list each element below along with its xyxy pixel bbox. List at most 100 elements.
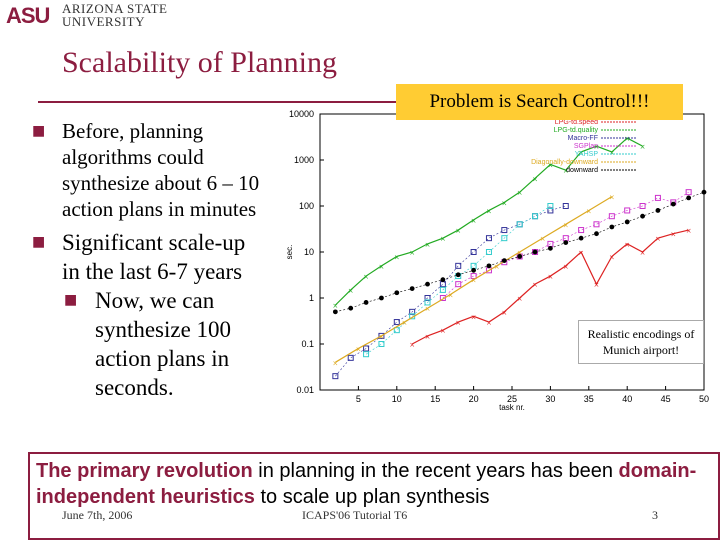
data-point: ×	[379, 263, 385, 271]
conclusion-text-2: to scale up plan synthesis	[254, 486, 490, 508]
data-point	[409, 308, 416, 315]
series-line-0	[411, 229, 689, 345]
data-point	[363, 300, 369, 305]
data-point	[609, 224, 615, 230]
callout-banner: Problem is Search Control!!!	[396, 84, 683, 120]
planner-runtime-chart: 0.01 0.1 1 10 100 1000 10000 5 10 15 20 25 30 35 40 45 5…	[268, 108, 710, 410]
data-point	[670, 201, 676, 207]
bullet-item: ■ Significant scale-up in the last 6-7 y…	[28, 228, 264, 286]
y-tick-label: 10000	[289, 109, 314, 119]
data-point	[424, 295, 431, 301]
asu-logo: ASU	[6, 3, 50, 28]
legend-label: Macro-FF	[568, 135, 598, 142]
data-point	[439, 286, 446, 293]
data-point	[394, 290, 400, 296]
data-point	[578, 235, 584, 241]
data-point: ×	[455, 319, 461, 327]
data-point	[532, 213, 539, 220]
data-point: ×	[532, 281, 538, 289]
data-point	[608, 213, 615, 220]
data-point	[532, 249, 538, 255]
sub-bullet-text: Now, we can synthesize 100 action plans …	[95, 288, 232, 400]
data-point: ×	[594, 281, 600, 289]
data-point	[548, 245, 553, 251]
data-point	[424, 299, 431, 306]
data-point: ×	[332, 302, 338, 310]
data-point	[640, 213, 645, 219]
data-point: ×	[409, 341, 415, 349]
data-point	[516, 221, 523, 228]
y-tick-label: 1000	[294, 155, 314, 165]
x-tick-label: 5	[356, 394, 361, 404]
title-underline	[38, 101, 398, 103]
data-point: ×	[609, 194, 615, 202]
footer-date: June 7th, 2006	[62, 508, 133, 522]
data-point	[655, 208, 661, 213]
data-point: ×	[517, 295, 523, 303]
data-point: ×	[355, 345, 361, 353]
x-tick-label: 35	[584, 394, 594, 404]
x-tick-label: 40	[622, 394, 632, 404]
series-line-2	[335, 205, 566, 377]
logo-bar: ASU Arizona State University	[0, 0, 720, 32]
data-point: ×	[517, 249, 523, 257]
data-point: ×	[494, 263, 500, 271]
series-line-3	[442, 191, 689, 299]
data-point	[685, 189, 692, 196]
conclusion-highlight-1: The primary revolution	[36, 460, 253, 482]
data-point	[379, 295, 384, 301]
data-point	[378, 332, 385, 339]
data-point	[470, 249, 477, 255]
square-bullet-icon: ■	[32, 234, 46, 250]
y-axis-label: sec.	[285, 245, 294, 260]
data-point: ×	[394, 253, 400, 261]
x-axis-label: task nr.	[499, 403, 525, 410]
data-point	[363, 345, 370, 352]
data-point	[332, 309, 338, 315]
data-point	[409, 286, 415, 292]
data-point: ×	[471, 313, 477, 321]
legend-label: LPG-td.speed	[555, 119, 598, 126]
data-point: ×	[640, 143, 646, 151]
legend-label: Diagonally-downward	[531, 159, 598, 166]
data-point: ×	[686, 227, 692, 235]
annotation-box: Realistic encodings of Munich airport!	[578, 320, 704, 364]
legend-label: LPG-td.quality	[554, 127, 599, 134]
data-point	[393, 319, 400, 326]
data-point: ×	[578, 149, 584, 157]
conclusion-text-1: in planning in the recent years has been	[252, 460, 619, 482]
university-name-line1: Arizona State	[62, 1, 168, 16]
data-point	[563, 240, 569, 246]
bullet-text: Significant scale-up in the last 6-7 yea…	[62, 230, 246, 284]
data-point	[594, 231, 599, 237]
data-point: ×	[448, 291, 454, 299]
data-point	[562, 203, 569, 209]
data-point: ×	[609, 149, 615, 157]
data-point: ×	[547, 161, 553, 169]
data-point	[654, 194, 661, 201]
data-point	[686, 195, 692, 201]
data-point: ×	[563, 263, 569, 271]
data-point: ×	[640, 249, 646, 257]
x-tick-label: 15	[430, 394, 440, 404]
data-point	[517, 254, 523, 259]
series-line-5	[335, 196, 613, 363]
data-point: ×	[332, 359, 338, 367]
legend-label: SGPlan	[574, 143, 598, 150]
data-point	[501, 258, 507, 264]
data-point	[485, 235, 492, 242]
data-point: ×	[517, 189, 523, 197]
data-point	[578, 227, 585, 234]
data-point	[455, 262, 462, 269]
data-point	[701, 189, 707, 195]
data-point	[347, 354, 354, 361]
data-point	[471, 267, 476, 273]
conclusion-box: The primary revolution in planning in th…	[28, 452, 720, 540]
data-point	[470, 273, 477, 280]
data-point: ×	[501, 309, 507, 317]
x-tick-label: 45	[661, 394, 671, 404]
footer-center: ICAPS'06 Tutorial T6	[302, 508, 408, 522]
data-point: ×	[624, 241, 630, 249]
y-tick-label: 0.1	[301, 339, 314, 349]
data-point	[348, 305, 354, 311]
